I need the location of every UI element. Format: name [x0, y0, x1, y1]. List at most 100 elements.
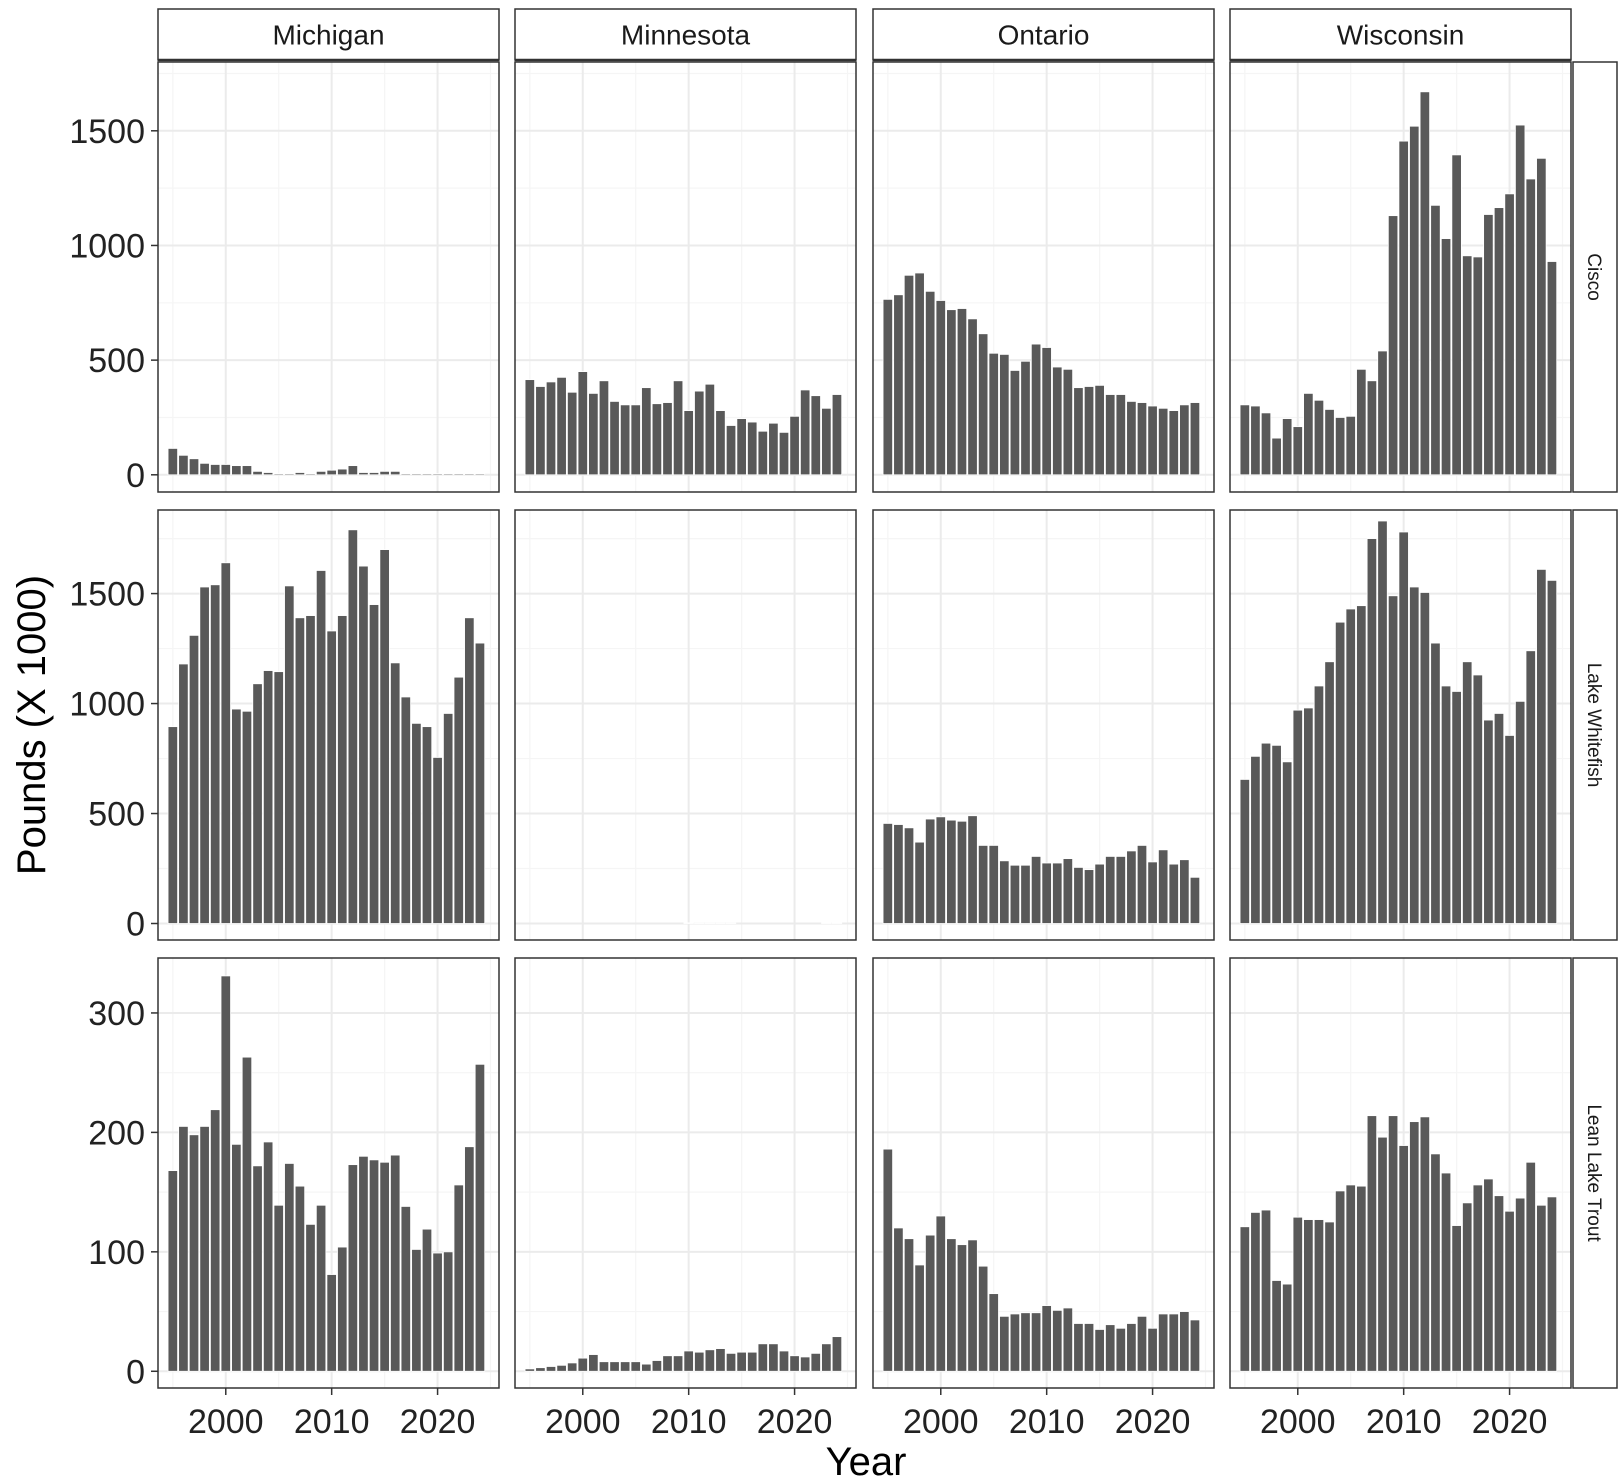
bar-cisco-wisconsin-2007 [1366, 380, 1378, 476]
bar-cisco-wisconsin-2004 [1334, 417, 1346, 476]
bar-lean-lake-trout-minnesota-2018 [768, 1343, 779, 1372]
bar-cisco-wisconsin-2019 [1493, 207, 1505, 476]
bar-cisco-minnesota-2006 [641, 387, 652, 476]
bar-cisco-ontario-2009 [1030, 343, 1042, 476]
bar-cisco-michigan-2021 [443, 473, 454, 476]
bar-cisco-michigan-1996 [178, 454, 189, 476]
bar-cisco-minnesota-2012 [704, 383, 716, 476]
bar-cisco-michigan-2009 [315, 470, 327, 476]
bar-lake-whitefish-ontario-2005 [988, 845, 999, 924]
column-strip-label-ontario: Ontario [998, 20, 1090, 51]
y-axis-title: Pounds (X 1000) [10, 575, 54, 875]
bar-lake-whitefish-wisconsin-2014 [1440, 685, 1452, 924]
bar-lean-lake-trout-michigan-1998 [199, 1126, 210, 1372]
panel-border-lean-lake-trout-ontario [872, 957, 1215, 1389]
bar-cisco-ontario-2022 [1168, 410, 1179, 476]
row-strip-label-lean-lake-trout: Lean Lake Trout [1583, 1104, 1604, 1242]
bar-lean-lake-trout-wisconsin-1996 [1250, 1212, 1261, 1372]
bar-lean-lake-trout-minnesota-2015 [736, 1351, 747, 1372]
bar-cisco-ontario-2016 [1105, 394, 1116, 476]
bar-cisco-wisconsin-2013 [1430, 204, 1441, 476]
bar-lake-whitefish-wisconsin-2007 [1366, 538, 1378, 924]
bar-cisco-wisconsin-2015 [1451, 154, 1462, 476]
bar-lean-lake-trout-wisconsin-2007 [1366, 1115, 1378, 1372]
bar-lean-lake-trout-minnesota-2021 [800, 1356, 811, 1372]
bar-cisco-ontario-2015 [1094, 384, 1105, 476]
row-strip-cisco [1572, 61, 1618, 493]
bar-lean-lake-trout-wisconsin-2003 [1324, 1221, 1335, 1372]
bar-lake-whitefish-wisconsin-2001 [1303, 707, 1314, 924]
bar-cisco-wisconsin-2020 [1504, 193, 1515, 476]
bar-lean-lake-trout-minnesota-2007 [651, 1360, 663, 1372]
bar-cisco-michigan-2004 [262, 472, 274, 476]
bar-lake-whitefish-michigan-1998 [199, 586, 210, 924]
row-strip-label-cisco: Cisco [1583, 253, 1604, 301]
bar-lean-lake-trout-wisconsin-2002 [1313, 1219, 1325, 1372]
bar-lake-whitefish-ontario-2017 [1115, 856, 1126, 924]
bar-lake-whitefish-michigan-2002 [241, 710, 253, 924]
x-tick-label-michigan-0: 2000 [188, 1403, 264, 1441]
bar-cisco-ontario-2006 [999, 353, 1010, 476]
bar-lean-lake-trout-minnesota-2003 [609, 1361, 620, 1372]
y-tick-label-lake-whitefish-2: 1000 [69, 686, 145, 724]
bar-lean-lake-trout-wisconsin-2008 [1377, 1136, 1388, 1372]
bar-lean-lake-trout-wisconsin-2022 [1525, 1161, 1536, 1372]
x-tick-label-minnesota-2: 2020 [757, 1403, 833, 1441]
bar-cisco-minnesota-2019 [778, 431, 790, 476]
bar-lean-lake-trout-ontario-2013 [1073, 1323, 1084, 1372]
x-tick-label-michigan-1: 2010 [294, 1403, 370, 1441]
bar-cisco-minnesota-2007 [651, 403, 663, 476]
bar-cisco-minnesota-2016 [747, 421, 758, 476]
bar-cisco-wisconsin-1995 [1239, 404, 1250, 476]
bar-lean-lake-trout-wisconsin-1999 [1282, 1283, 1293, 1372]
column-strip-ontario [872, 8, 1215, 61]
bar-cisco-ontario-2002 [956, 308, 968, 476]
bar-lean-lake-trout-wisconsin-2023 [1536, 1204, 1547, 1372]
bar-cisco-wisconsin-2003 [1324, 409, 1335, 476]
bar-cisco-minnesota-2004 [619, 404, 631, 476]
bar-cisco-michigan-1997 [188, 458, 200, 476]
bar-lean-lake-trout-ontario-2023 [1179, 1311, 1190, 1372]
bar-lean-lake-trout-michigan-2013 [358, 1155, 369, 1372]
bar-lean-lake-trout-minnesota-2009 [672, 1355, 684, 1372]
bar-lake-whitefish-michigan-2003 [252, 683, 263, 924]
column-strip-label-michigan: Michigan [272, 20, 384, 51]
bar-lean-lake-trout-ontario-1995 [882, 1148, 893, 1372]
bar-lake-whitefish-michigan-2001 [231, 708, 242, 924]
bar-cisco-minnesota-2005 [630, 404, 641, 476]
y-tick-label-cisco-1: 500 [88, 342, 145, 380]
bar-lean-lake-trout-michigan-1999 [210, 1109, 221, 1372]
column-strip-minnesota [514, 8, 857, 61]
bar-lean-lake-trout-wisconsin-2015 [1451, 1225, 1462, 1372]
bar-lean-lake-trout-ontario-2018 [1126, 1323, 1137, 1372]
bar-cisco-minnesota-2011 [694, 390, 705, 476]
x-tick-label-ontario-0: 2000 [903, 1403, 979, 1441]
bar-cisco-ontario-2013 [1073, 387, 1084, 476]
bar-lean-lake-trout-ontario-2014 [1083, 1323, 1095, 1372]
bar-lake-whitefish-ontario-2011 [1052, 862, 1063, 924]
bar-lake-whitefish-michigan-1997 [188, 634, 200, 924]
bar-lake-whitefish-wisconsin-2005 [1345, 608, 1356, 924]
bar-cisco-minnesota-2010 [683, 410, 694, 476]
bar-cisco-michigan-1999 [210, 464, 221, 476]
bar-lean-lake-trout-michigan-2017 [400, 1206, 411, 1372]
bar-lake-whitefish-ontario-2016 [1105, 856, 1116, 924]
bar-lean-lake-trout-michigan-2024 [474, 1063, 486, 1372]
bar-lean-lake-trout-michigan-2022 [453, 1184, 464, 1372]
bar-lean-lake-trout-ontario-2001 [946, 1238, 957, 1372]
bar-lake-whitefish-ontario-2013 [1073, 867, 1084, 924]
bar-lean-lake-trout-ontario-1997 [903, 1238, 915, 1372]
bar-cisco-minnesota-2023 [821, 407, 832, 476]
bar-lean-lake-trout-ontario-2015 [1094, 1329, 1105, 1372]
bar-lean-lake-trout-ontario-2021 [1158, 1313, 1169, 1372]
bar-lean-lake-trout-minnesota-2006 [641, 1363, 652, 1372]
bar-lean-lake-trout-minnesota-2022 [810, 1352, 821, 1372]
bar-cisco-michigan-1995 [167, 448, 178, 476]
column-strip-label-minnesota: Minnesota [621, 20, 751, 51]
bar-lake-whitefish-michigan-2004 [262, 670, 274, 924]
bar-cisco-ontario-2023 [1179, 404, 1190, 476]
bar-cisco-michigan-2024 [474, 473, 486, 476]
bar-cisco-wisconsin-2023 [1536, 157, 1547, 476]
bar-lean-lake-trout-ontario-2019 [1136, 1315, 1148, 1372]
y-tick-label-cisco-0: 0 [126, 457, 145, 495]
